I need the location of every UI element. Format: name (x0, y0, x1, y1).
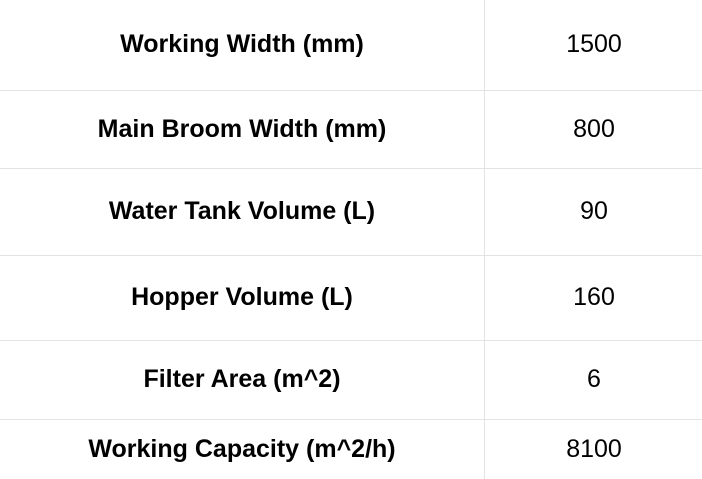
spec-value: 8100 (566, 434, 622, 463)
table-row: Filter Area (m^2) 6 (0, 340, 702, 420)
table-row: Working Width (mm) 1500 (0, 0, 702, 91)
spec-label: Water Tank Volume (L) (0, 168, 485, 256)
spec-value: 160 (484, 255, 702, 341)
table-row: Working Capacity (m^2/h) 8100 (0, 419, 702, 479)
spec-value: 800 (484, 90, 702, 169)
table-row: Main Broom Width (mm) 800 (0, 90, 702, 169)
spec-label: Main Broom Width (mm) (0, 90, 485, 169)
spec-label: Hopper Volume (L) (0, 255, 485, 341)
table-row: Hopper Volume (L) 160 (0, 255, 702, 341)
spec-label: Working Width (mm) (0, 0, 485, 91)
spec-value: 6 (484, 340, 702, 420)
spec-value: 90 (484, 168, 702, 256)
table-row: Water Tank Volume (L) 90 (0, 168, 702, 256)
spec-label: Working Capacity (m^2/h) (0, 419, 485, 479)
spec-label: Filter Area (m^2) (0, 340, 485, 420)
spec-value: 1500 (484, 0, 702, 91)
